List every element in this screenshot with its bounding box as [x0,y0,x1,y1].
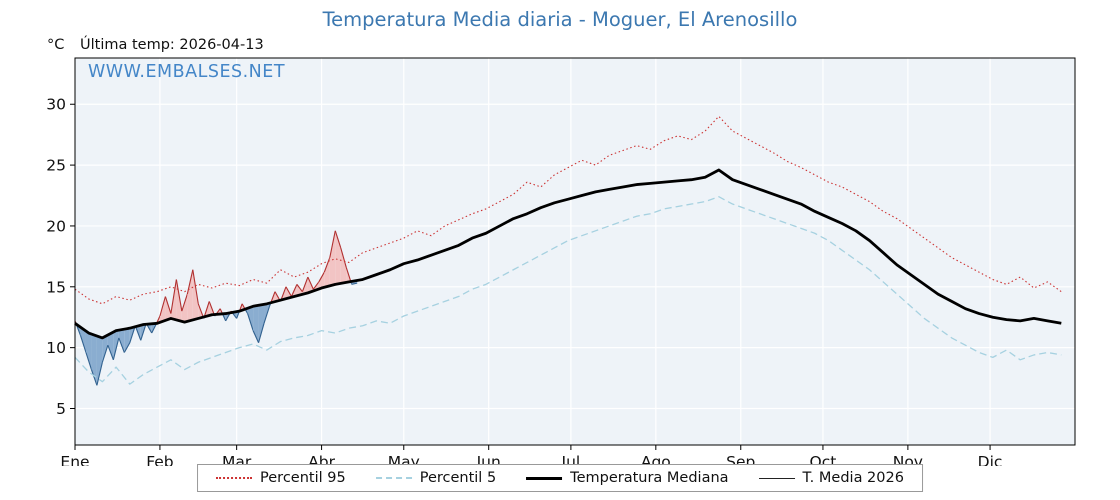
svg-text:20: 20 [46,217,66,235]
legend-label-percentil-95: Percentil 95 [260,470,346,486]
svg-text:Jun: Jun [476,453,501,466]
legend-item-mediana: Temperatura Mediana [526,470,729,486]
watermark-link[interactable]: WWW.EMBALSES.NET [88,62,286,82]
chart-legend: Percentil 95 Percentil 5 Temperatura Med… [197,464,923,492]
svg-text:5: 5 [56,400,66,418]
svg-text:15: 15 [46,278,66,296]
legend-item-percentil-5: Percentil 5 [375,470,497,486]
svg-text:Sep: Sep [726,453,755,466]
svg-text:30: 30 [46,96,66,114]
svg-text:Dic: Dic [978,453,1003,466]
svg-text:25: 25 [46,157,66,175]
svg-text:10: 10 [46,339,66,357]
percentil-5-line-icon [375,477,412,479]
temperature-chart: 5 10 15 20 25 30 Ene Feb Mar Abr May Jun Jul Ago Sep Oc… [46,57,1076,466]
svg-text:Ene: Ene [60,453,89,466]
mediana-line-icon [526,476,563,480]
svg-text:Abr: Abr [308,453,335,466]
legend-item-media-2026: T. Media 2026 [758,470,904,486]
svg-text:May: May [388,453,420,466]
svg-text:Ago: Ago [641,453,671,466]
last-temp-label: Última temp: 2026-04-13 [80,37,264,53]
legend-label-mediana: Temperatura Mediana [570,470,729,486]
svg-text:Feb: Feb [146,453,173,466]
legend-label-percentil-5: Percentil 5 [419,470,497,486]
y-axis-unit-label: °C [47,37,65,53]
svg-text:Nov: Nov [893,453,923,466]
svg-text:Jul: Jul [561,453,581,466]
media-2026-line-icon [758,477,795,479]
chart-title: Temperatura Media diaria - Moguer, El Ar… [322,8,798,31]
legend-item-percentil-95: Percentil 95 [216,470,346,486]
legend-label-media-2026: T. Media 2026 [802,470,904,486]
percentil-95-line-icon [216,477,253,479]
svg-text:Mar: Mar [222,453,252,466]
svg-text:Oct: Oct [810,453,837,466]
